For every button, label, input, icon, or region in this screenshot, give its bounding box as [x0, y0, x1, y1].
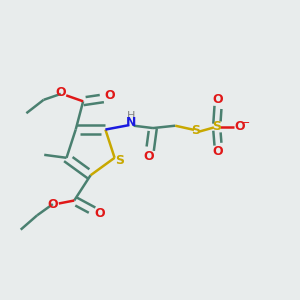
Text: O: O: [94, 207, 105, 220]
Text: O: O: [143, 150, 154, 164]
Text: O: O: [56, 85, 66, 99]
Text: S: S: [212, 120, 221, 134]
Text: O: O: [213, 93, 224, 106]
Text: O: O: [47, 198, 58, 211]
Text: −: −: [241, 118, 250, 128]
Text: O: O: [104, 89, 115, 102]
Text: H: H: [127, 111, 135, 121]
Text: N: N: [126, 116, 136, 129]
Text: O: O: [235, 120, 245, 133]
Text: S: S: [192, 124, 201, 137]
Text: S: S: [116, 154, 124, 167]
Text: O: O: [213, 146, 224, 158]
